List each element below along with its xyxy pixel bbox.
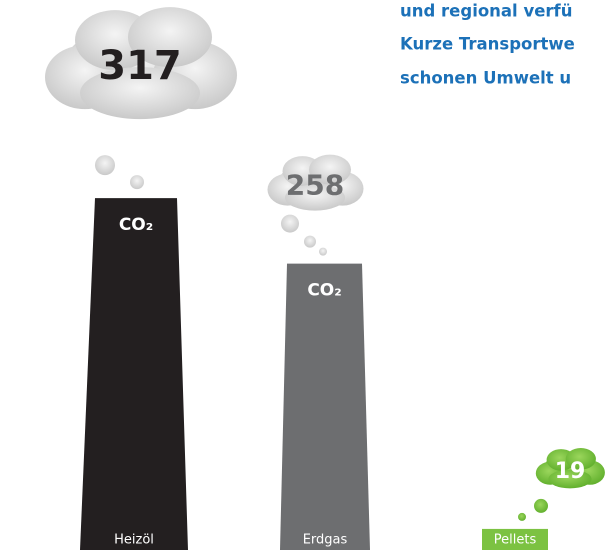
cloud-bubble: [319, 248, 327, 256]
cloud: [45, 7, 237, 189]
chimney: [80, 198, 188, 550]
category-label: Erdgas: [303, 533, 348, 548]
annotation: Kurze Transportwe: [400, 35, 575, 54]
annotation: schonen Umwelt u: [400, 69, 571, 88]
category-label: Pellets: [494, 533, 537, 548]
value-label: 19: [555, 459, 586, 484]
cloud-bubble: [95, 155, 115, 175]
value-label: 258: [286, 169, 344, 202]
co2-label: CO₂: [119, 215, 153, 235]
cloud-bubble: [518, 513, 526, 521]
cloud-bubble: [534, 499, 548, 513]
value-label: 317: [98, 43, 182, 89]
category-label: Heizöl: [114, 533, 154, 548]
chart: und regional verfü Kurze Transportwe sch…: [0, 0, 606, 550]
chimney: [280, 264, 370, 550]
cloud-bubble: [281, 215, 299, 233]
cloud-bubble: [304, 236, 316, 248]
cloud-bubble: [130, 175, 144, 189]
co2-label: CO₂: [307, 281, 341, 301]
annotation: und regional verfü: [400, 2, 572, 21]
